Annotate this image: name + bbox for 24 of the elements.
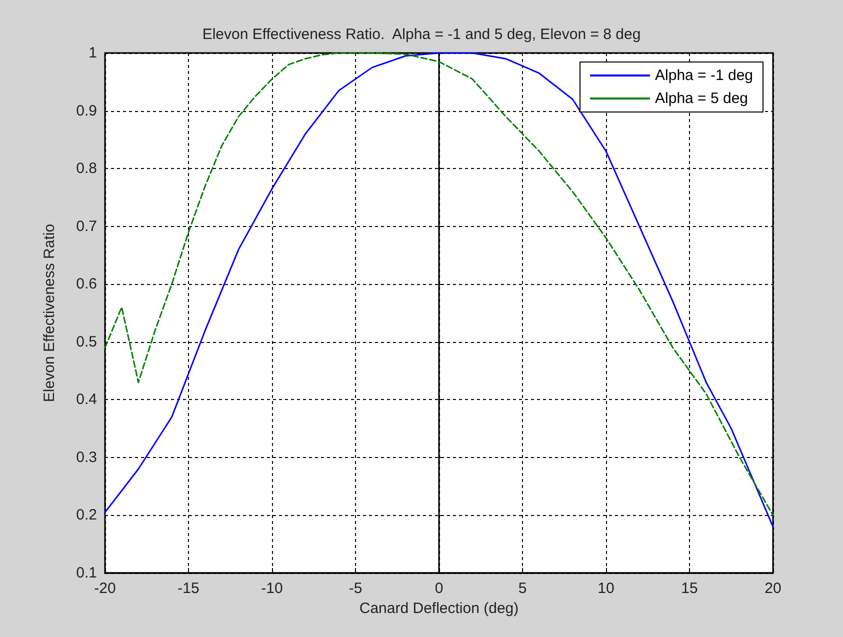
x-tick-label: 10 (598, 580, 614, 597)
x-axis-title: Canard Deflection (deg) (359, 600, 519, 617)
y-tick-label: 1 (88, 44, 97, 62)
y-tick-label: 0.3 (76, 448, 97, 466)
x-tick-label: 0 (434, 580, 444, 597)
y-tick-label: 0.9 (76, 102, 97, 120)
legend-label: Alpha = -1 deg (655, 67, 754, 84)
y-tick-label: 0.1 (76, 564, 97, 582)
legend-label: Alpha = 5 deg (655, 90, 748, 107)
x-tick-label: 5 (518, 580, 527, 597)
x-tick-label: -20 (94, 580, 116, 597)
y-axis-title: Elevon Effectiveness Ratio (41, 224, 58, 402)
x-tick-label: -10 (261, 580, 283, 597)
y-tick-label: 0.8 (76, 160, 97, 178)
x-tick-label: 15 (681, 580, 698, 597)
x-tick-label: -15 (178, 580, 200, 597)
chart-title: Elevon Effectiveness Ratio. Alpha = -1 and 5 deg, Elevon = 8 deg (202, 26, 641, 43)
y-tick-label: 0.6 (76, 276, 97, 293)
y-tick-label: 0.2 (76, 506, 97, 524)
x-tick-label: -5 (348, 580, 362, 597)
y-tick-label: 0.7 (76, 218, 97, 235)
x-tick-label: 20 (764, 580, 782, 597)
y-tick-label: 0.4 (76, 391, 97, 408)
y-tick-label: 0.5 (76, 333, 97, 350)
